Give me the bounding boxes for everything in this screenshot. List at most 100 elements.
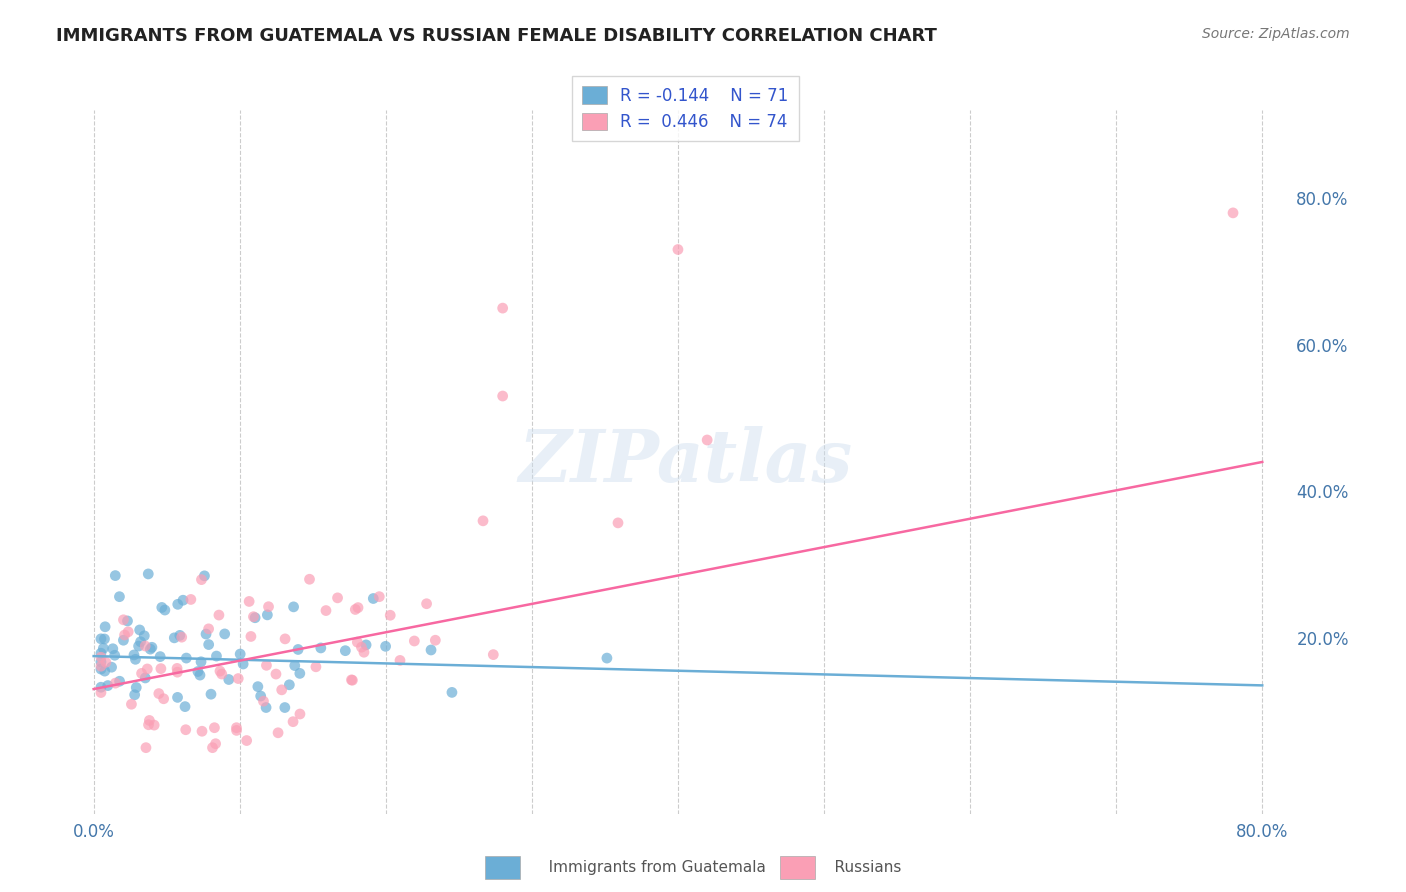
Point <box>363 591 385 606</box>
Point <box>166 690 188 705</box>
Point <box>90 650 112 665</box>
Point <box>309 640 332 655</box>
Point <box>190 655 212 669</box>
Point <box>270 682 292 697</box>
Point <box>344 602 367 616</box>
Point <box>94 620 117 634</box>
Point <box>93 632 115 646</box>
Point <box>415 597 437 611</box>
Point <box>267 725 290 739</box>
Point <box>166 661 188 675</box>
Point <box>90 680 112 694</box>
Point <box>128 639 150 653</box>
Point <box>174 699 197 714</box>
Point <box>176 651 198 665</box>
Point <box>163 631 186 645</box>
Point <box>380 608 402 623</box>
Point <box>190 573 212 587</box>
Point <box>117 624 139 639</box>
Point <box>298 572 321 586</box>
Point <box>607 516 630 530</box>
Point <box>124 688 146 702</box>
Point <box>149 649 172 664</box>
Point <box>138 717 160 731</box>
Point <box>166 597 188 611</box>
Point <box>112 613 135 627</box>
Point <box>254 700 277 714</box>
Point <box>120 697 142 711</box>
Point <box>201 740 224 755</box>
Point <box>200 687 222 701</box>
Point <box>232 657 254 671</box>
Point <box>283 599 305 614</box>
Point <box>226 672 249 686</box>
Point <box>257 599 280 614</box>
Point <box>482 648 505 662</box>
Point <box>305 660 328 674</box>
Point <box>374 640 396 654</box>
Point <box>256 607 278 622</box>
Point <box>225 721 247 735</box>
Point <box>112 633 135 648</box>
Point <box>335 643 357 657</box>
Point <box>174 723 197 737</box>
Point <box>134 639 156 653</box>
Text: ZIPatlas: ZIPatlas <box>519 426 852 498</box>
Point <box>284 658 307 673</box>
Point <box>195 627 218 641</box>
Point <box>274 632 297 646</box>
Point <box>94 655 117 669</box>
Point <box>388 653 411 667</box>
Point <box>172 593 194 607</box>
Point <box>353 645 375 659</box>
Point <box>235 733 257 747</box>
Point <box>153 603 176 617</box>
Point <box>141 640 163 655</box>
Point <box>93 641 115 656</box>
Point <box>136 662 159 676</box>
Point <box>492 301 515 315</box>
Point <box>188 668 211 682</box>
Point <box>205 649 228 664</box>
Point <box>100 660 122 674</box>
Text: Immigrants from Guatemala: Immigrants from Guatemala <box>534 860 766 874</box>
Point <box>368 590 391 604</box>
Point <box>425 633 447 648</box>
Point <box>136 566 159 581</box>
Legend: R = -0.144    N = 71, R =  0.446    N = 74: R = -0.144 N = 71, R = 0.446 N = 74 <box>572 77 799 141</box>
Point <box>288 706 311 721</box>
Point <box>242 609 264 624</box>
Point <box>214 627 236 641</box>
Point <box>404 634 426 648</box>
Point <box>288 666 311 681</box>
Point <box>238 594 260 608</box>
Point <box>187 665 209 679</box>
Point <box>169 628 191 642</box>
Point <box>139 642 162 657</box>
Point <box>229 647 252 661</box>
Point <box>204 721 226 735</box>
Point <box>166 665 188 680</box>
Point <box>193 569 215 583</box>
Point <box>440 685 463 699</box>
Point <box>90 646 112 660</box>
Point <box>281 714 304 729</box>
Point <box>197 638 219 652</box>
Point <box>117 614 139 628</box>
Point <box>346 635 368 649</box>
Point <box>249 689 271 703</box>
Point <box>666 243 689 257</box>
Point <box>347 600 370 615</box>
Point <box>131 666 153 681</box>
Point <box>596 651 619 665</box>
Point <box>239 630 262 644</box>
Point <box>420 643 443 657</box>
Point <box>180 592 202 607</box>
Point <box>492 389 515 403</box>
Point <box>93 664 115 678</box>
Point <box>148 687 170 701</box>
Point <box>134 629 156 643</box>
Point <box>90 662 112 676</box>
Point <box>104 568 127 582</box>
Point <box>104 676 127 690</box>
